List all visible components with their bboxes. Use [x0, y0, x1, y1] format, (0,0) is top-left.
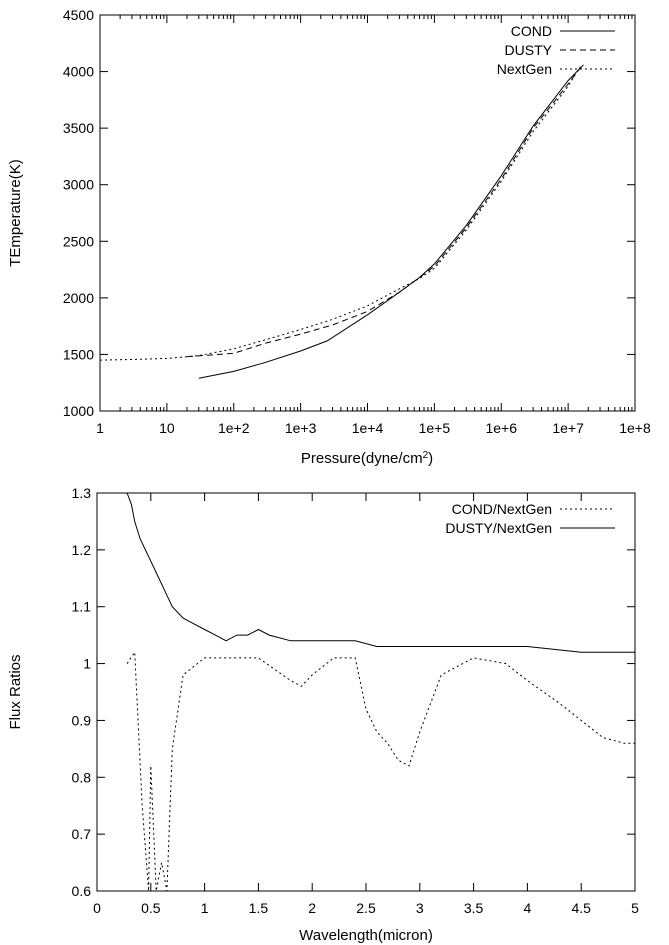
y-tick-label: 4500	[63, 7, 94, 23]
x-tick-label: 1	[96, 420, 104, 436]
legend-label: COND/NextGen	[452, 501, 552, 517]
legend: COND DUSTY NextGen	[497, 23, 615, 77]
x-axis-label-sup: 2	[423, 450, 429, 461]
y-tick-label: 1	[83, 656, 91, 672]
x-axis-label-main: Pressure(dyne/cm	[301, 450, 423, 467]
series-layer	[126, 492, 635, 892]
series-line-cond-nextgen	[126, 650, 635, 892]
x-tick-label: 0.5	[141, 900, 161, 916]
y-tick-label: 0.7	[72, 826, 92, 842]
y-tick-label: 2000	[63, 290, 94, 306]
x-tick-label: 3	[416, 900, 424, 916]
x-tick-label: 0	[93, 900, 101, 916]
x-tick-label: 1e+4	[352, 420, 384, 436]
x-tick-label: 10	[159, 420, 175, 436]
x-tick-label: 2.5	[356, 900, 376, 916]
y-tick-label: 3500	[63, 120, 94, 136]
x-tick-label: 1	[201, 900, 209, 916]
y-tick-label: 0.9	[72, 712, 92, 728]
y-axis-label: TEmperature(K)	[7, 159, 24, 267]
x-tick-label: 4.5	[571, 900, 591, 916]
x-tick-label: 1.5	[249, 900, 269, 916]
y-tick-label: 0.8	[72, 769, 92, 785]
y-tick-label: 1.1	[72, 599, 92, 615]
series-line-nextgen	[99, 66, 581, 361]
legend-label: NextGen	[497, 61, 552, 77]
x-tick-label: 4	[524, 900, 532, 916]
x-tick-label: 1e+2	[218, 420, 250, 436]
y-tick-label: 1000	[63, 403, 94, 419]
y-axis-label: Flux Ratios	[7, 654, 24, 729]
series-line-dusty	[186, 65, 583, 358]
temperature-pressure-chart: 1 10 1e+2 1e+3 1e+4 1e+5 1e+6 1e+7 1e+8 1000 1500 2…	[7, 7, 651, 467]
x-tick-label: 1e+8	[619, 420, 651, 436]
ticks: 1 10 1e+2 1e+3 1e+4 1e+5 1e+6 1e+7 1e+8 1000 1500 2…	[63, 7, 651, 436]
x-tick-label: 1e+7	[552, 420, 584, 436]
x-axis-label-tail: )	[428, 450, 433, 467]
series-line-cond	[198, 64, 584, 379]
x-tick-label: 1e+3	[285, 420, 317, 436]
y-tick-label: 3000	[63, 177, 94, 193]
y-tick-label: 2500	[63, 233, 94, 249]
x-tick-label: 3.5	[464, 900, 484, 916]
legend-label: DUSTY/NextGen	[445, 520, 552, 536]
x-tick-label: 1e+5	[419, 420, 451, 436]
x-axis-label: Wavelength(micron)	[299, 927, 433, 944]
series-line-dusty-nextgen	[126, 492, 635, 653]
y-tick-label: 0.6	[72, 883, 92, 899]
x-axis-label: Pressure(dyne/cm2)	[301, 450, 433, 468]
x-tick-label: 2	[308, 900, 316, 916]
plot-frame	[99, 14, 636, 412]
plot-frame	[96, 492, 636, 892]
y-tick-label: 1.3	[72, 485, 92, 501]
x-tick-label: 1e+6	[485, 420, 517, 436]
ticks: 0 0.5 1 1.5 2 2.5 3 3.5 4 4.5 5 0.6 0.7 0.8 0.9 1 1.1 1.2…	[72, 485, 640, 916]
x-tick-label: 5	[631, 900, 639, 916]
series-layer	[99, 64, 584, 379]
y-tick-label: 1.2	[72, 542, 92, 558]
y-tick-label: 1500	[63, 346, 94, 362]
legend-label: DUSTY	[505, 42, 553, 58]
flux-ratio-chart: 0 0.5 1 1.5 2 2.5 3 3.5 4 4.5 5 0.6 0.7 0.8 0.9 1 1.1 1.2…	[7, 485, 639, 944]
y-tick-label: 4000	[63, 64, 94, 80]
legend: COND/NextGen DUSTY/NextGen	[445, 501, 615, 536]
legend-label: COND	[511, 23, 552, 39]
